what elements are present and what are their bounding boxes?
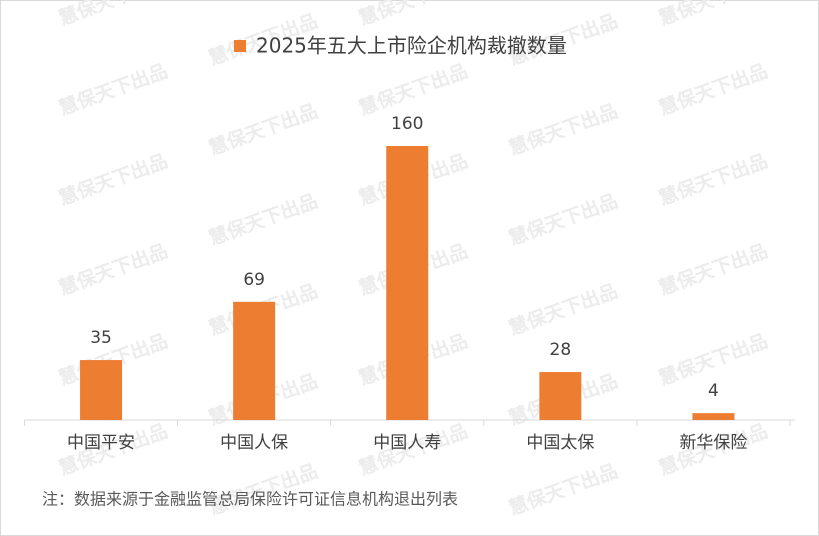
- data-label: 28: [550, 340, 572, 360]
- bar: [386, 146, 429, 420]
- bar: [692, 413, 735, 420]
- bar: [539, 372, 582, 420]
- data-label: 4: [708, 381, 719, 401]
- bar: [80, 360, 123, 420]
- x-tick-label: 中国人保: [220, 433, 288, 453]
- bar: [233, 301, 276, 420]
- x-tick-label: 中国太保: [526, 433, 594, 453]
- x-tick-label: 中国平安: [67, 433, 135, 453]
- x-tick-label: 新华保险: [679, 433, 747, 453]
- legend-swatch: [234, 40, 246, 52]
- data-label: 35: [90, 328, 112, 348]
- note: 注：数据来源于金融监管总局保险许可证信息机构退出列表: [42, 490, 458, 509]
- data-label: 69: [243, 270, 265, 290]
- legend-label: 2025年五大上市险企机构裁撤数量: [256, 34, 567, 58]
- data-label: 160: [391, 114, 423, 134]
- x-tick-label: 中国人寿: [373, 433, 441, 453]
